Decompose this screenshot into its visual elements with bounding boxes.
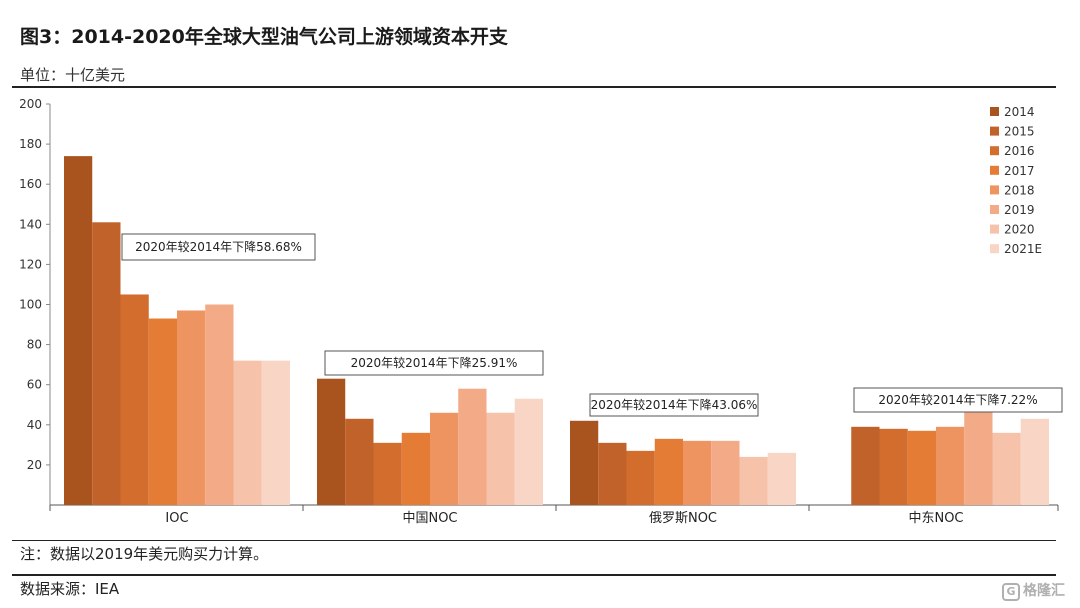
category-label: 中国NOC: [402, 511, 457, 526]
bar-2021E: [514, 398, 543, 505]
category-label: 俄罗斯NOC: [649, 511, 717, 526]
legend-label-2018: 2018: [1004, 183, 1035, 197]
annotation-text: 2020年较2014年下降58.68%: [135, 239, 302, 254]
annotation-text: 2020年较2014年下降43.06%: [591, 397, 758, 412]
top-divider: [12, 86, 1056, 88]
annotation-box: [324, 350, 544, 376]
y-tick-label: 20: [27, 458, 42, 472]
data-source: 数据来源：IEA: [20, 580, 120, 598]
y-tick-label: 200: [19, 97, 42, 111]
bar-2019: [205, 304, 234, 505]
bar-2021E: [1020, 418, 1049, 505]
watermark-logo: G 格隆汇: [1002, 580, 1065, 601]
legend-swatch-2014: [990, 107, 999, 116]
annotation-box: [121, 233, 316, 261]
y-tick-label: 40: [27, 418, 42, 432]
legend-swatch-2015: [990, 126, 999, 136]
bar-2018: [683, 440, 712, 505]
bar-2015: [851, 426, 880, 505]
bar-2019: [458, 388, 487, 505]
legend-label-2019: 2019: [1004, 203, 1035, 217]
y-tick-label: 120: [19, 257, 42, 271]
bar-2017: [907, 430, 936, 505]
bar-2017: [654, 438, 683, 505]
bar-2019: [711, 440, 740, 505]
bar-2020: [233, 360, 262, 505]
footnote: 注：数据以2019年美元购买力计算。: [20, 545, 269, 563]
legend-swatch-2019: [990, 205, 999, 214]
legend-label-2021E: 2021E: [1004, 242, 1042, 256]
bar-2016: [626, 450, 655, 505]
bar-chart: 20 40 60 80 100 120 140 160 180 200 IOC 中国NOC 俄罗斯NOC…: [19, 97, 1063, 526]
bar-2016: [373, 442, 402, 505]
bar-2015: [345, 418, 374, 505]
y-tick-label: 80: [27, 338, 42, 352]
legend-swatch-2018: [990, 185, 999, 195]
bar-2020: [486, 412, 515, 505]
bar-2017: [148, 318, 177, 505]
watermark-g-icon: G: [1002, 583, 1020, 601]
bar-2018: [936, 426, 965, 505]
bar-2019: [964, 410, 993, 505]
category-label: IOC: [165, 511, 188, 526]
y-tick-label: 140: [19, 217, 42, 231]
legend-label-2017: 2017: [1004, 164, 1035, 178]
middle-divider: [12, 540, 1056, 541]
legend-swatch-2017: [990, 165, 999, 175]
annotation-text: 2020年较2014年下降25.91%: [351, 355, 518, 370]
bar-2016: [879, 428, 908, 505]
bar-2017: [401, 432, 430, 505]
bar-2020: [739, 456, 768, 505]
legend-label-2020: 2020: [1004, 223, 1035, 237]
y-tick-label: 60: [27, 378, 42, 392]
category-label: 中东NOC: [908, 511, 963, 526]
bar-2018: [177, 310, 206, 505]
y-tick-label: 180: [19, 137, 42, 151]
watermark-text: 格隆汇: [1023, 583, 1065, 599]
annotation-text: 2020年较2014年下降7.22%: [878, 392, 1037, 407]
legend-swatch-2020: [990, 224, 999, 234]
bar-2015: [598, 442, 627, 505]
bottom-divider: [12, 574, 1056, 576]
annotation-box: [589, 393, 759, 417]
bar-2021E: [261, 360, 290, 505]
bar-2014: [570, 420, 599, 505]
chart-title: 图3：2014-2020年全球大型油气公司上游领域资本开支: [20, 26, 508, 48]
legend-label-2016: 2016: [1004, 144, 1035, 158]
bar-2014: [317, 378, 346, 505]
legend-label-2015: 2015: [1004, 125, 1035, 139]
bar-2020: [992, 432, 1021, 505]
annotation-box: [853, 387, 1063, 413]
bar-2016: [120, 294, 149, 505]
unit-label: 单位：十亿美元: [20, 66, 126, 84]
legend-swatch-2016: [990, 146, 999, 156]
legend-label-2014: 2014: [1004, 105, 1035, 119]
legend-swatch-2021E: [990, 244, 999, 254]
bar-2015: [92, 222, 121, 506]
bar-2018: [430, 412, 459, 505]
y-tick-label: 100: [19, 298, 42, 312]
bar-2014: [64, 156, 93, 505]
bar-2021E: [767, 452, 796, 505]
y-tick-label: 160: [19, 177, 42, 191]
